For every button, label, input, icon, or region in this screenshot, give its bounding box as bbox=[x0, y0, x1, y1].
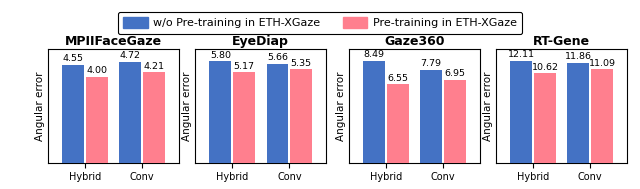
Text: 4.72: 4.72 bbox=[120, 51, 141, 60]
Y-axis label: Angular error: Angular error bbox=[483, 71, 493, 141]
Bar bbox=[86, 77, 108, 163]
Y-axis label: Angular error: Angular error bbox=[182, 71, 193, 141]
Text: 10.62: 10.62 bbox=[532, 63, 559, 72]
Text: 5.80: 5.80 bbox=[210, 51, 231, 60]
Title: MPIIFaceGaze: MPIIFaceGaze bbox=[65, 35, 162, 48]
Bar bbox=[266, 64, 288, 163]
Text: 5.35: 5.35 bbox=[291, 59, 312, 67]
Bar bbox=[567, 63, 589, 163]
Text: 11.86: 11.86 bbox=[564, 52, 591, 61]
Bar bbox=[209, 61, 231, 163]
Text: 4.00: 4.00 bbox=[86, 66, 108, 75]
Bar bbox=[534, 73, 556, 163]
Bar bbox=[591, 69, 613, 163]
Bar bbox=[510, 61, 532, 163]
Title: EyeDiap: EyeDiap bbox=[232, 35, 289, 48]
Text: 5.17: 5.17 bbox=[234, 62, 255, 71]
Text: 4.55: 4.55 bbox=[63, 54, 84, 64]
Y-axis label: Angular error: Angular error bbox=[336, 71, 346, 141]
Bar bbox=[363, 61, 385, 163]
Text: 4.21: 4.21 bbox=[143, 62, 164, 71]
Title: RT-Gene: RT-Gene bbox=[533, 35, 590, 48]
Text: 6.55: 6.55 bbox=[387, 74, 408, 83]
Text: 12.11: 12.11 bbox=[508, 50, 534, 59]
Bar bbox=[119, 62, 141, 163]
Bar bbox=[444, 80, 466, 163]
Bar bbox=[234, 72, 255, 163]
Bar bbox=[387, 84, 409, 163]
Title: Gaze360: Gaze360 bbox=[384, 35, 445, 48]
Bar bbox=[420, 70, 442, 163]
Text: 6.95: 6.95 bbox=[444, 69, 465, 78]
Bar bbox=[291, 69, 312, 163]
Text: 11.09: 11.09 bbox=[589, 59, 616, 68]
Text: 5.66: 5.66 bbox=[267, 53, 288, 62]
Text: 8.49: 8.49 bbox=[364, 50, 385, 60]
Legend: w/o Pre-training in ETH-XGaze, Pre-training in ETH-XGaze: w/o Pre-training in ETH-XGaze, Pre-train… bbox=[118, 12, 522, 34]
Bar bbox=[62, 65, 84, 163]
Y-axis label: Angular error: Angular error bbox=[35, 71, 45, 141]
Bar bbox=[143, 72, 165, 163]
Text: 7.79: 7.79 bbox=[420, 59, 442, 68]
